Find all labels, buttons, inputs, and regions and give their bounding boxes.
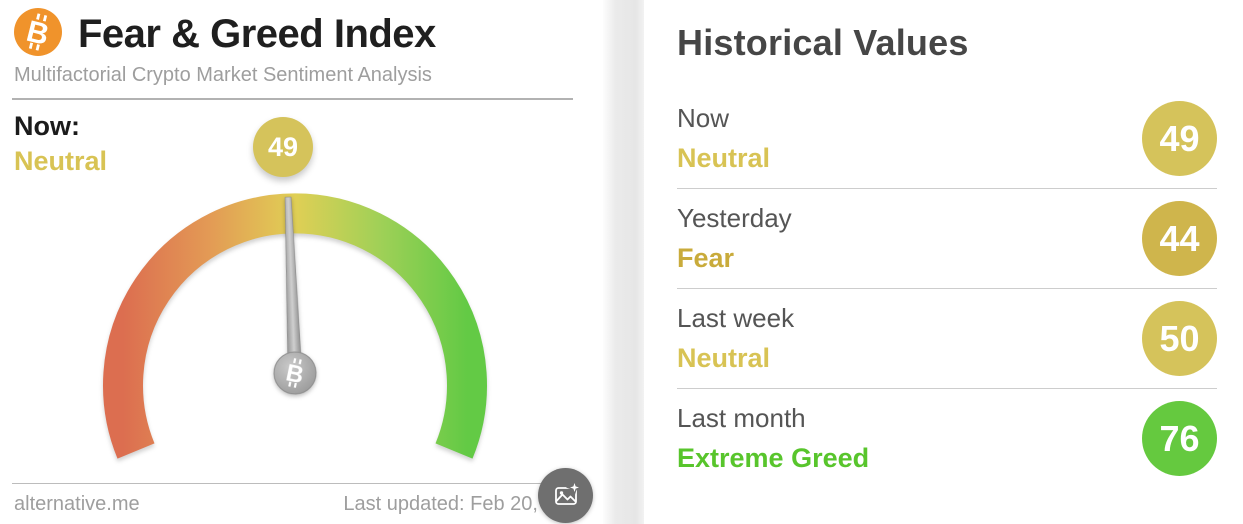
divider (677, 388, 1217, 389)
fear-greed-gauge: B (103, 193, 487, 459)
history-period-label: Yesterday (677, 203, 792, 233)
gauge-value-badge: 49 (253, 117, 313, 177)
now-label: Now: (14, 111, 80, 141)
divider (677, 188, 1217, 189)
history-period-label: Last week (677, 303, 795, 333)
widget-title: Fear & Greed Index (78, 12, 436, 56)
history-classification: Neutral (677, 343, 771, 373)
export-image-button[interactable] (538, 468, 593, 523)
now-classification: Neutral (14, 146, 108, 176)
divider (12, 483, 573, 484)
divider (677, 288, 1217, 289)
history-row-yesterday: Yesterday Fear 44 (677, 189, 1217, 288)
history-classification: Neutral (677, 143, 771, 173)
gauge-card: B (0, 0, 604, 524)
history-value-badge: 50 (1142, 301, 1217, 376)
history-row-last-week: Last week Neutral 50 (677, 289, 1217, 388)
panel-separator (603, 0, 644, 524)
history-period-label: Now (677, 103, 730, 133)
gauge-needle (273, 196, 317, 395)
history-value-badge: 44 (1142, 201, 1217, 276)
gauge-arc (103, 193, 487, 459)
history-row-last-month: Last month Extreme Greed 76 (677, 389, 1217, 488)
history-classification: Fear (677, 243, 735, 273)
source-link[interactable]: alternative.me (14, 493, 140, 515)
historical-values-title: Historical Values (677, 22, 969, 63)
history-classification: Extreme Greed (677, 443, 870, 473)
history-value-badge: 76 (1142, 401, 1217, 476)
historical-rows: Now Neutral 49 Yesterday Fear 44 Last we… (677, 89, 1217, 488)
divider (12, 98, 573, 100)
historical-values-panel: Historical Values Now Neutral 49 Yesterd… (644, 0, 1243, 524)
last-updated-text: Last updated: Feb 20, 2025 (343, 493, 588, 515)
bitcoin-logo-icon (14, 8, 62, 56)
image-sparkle-icon (554, 481, 580, 505)
widget-subtitle: Multifactorial Crypto Market Sentiment A… (14, 64, 432, 86)
history-value-badge: 49 (1142, 101, 1217, 176)
history-period-label: Last month (677, 403, 806, 433)
history-row-now: Now Neutral 49 (677, 89, 1217, 188)
